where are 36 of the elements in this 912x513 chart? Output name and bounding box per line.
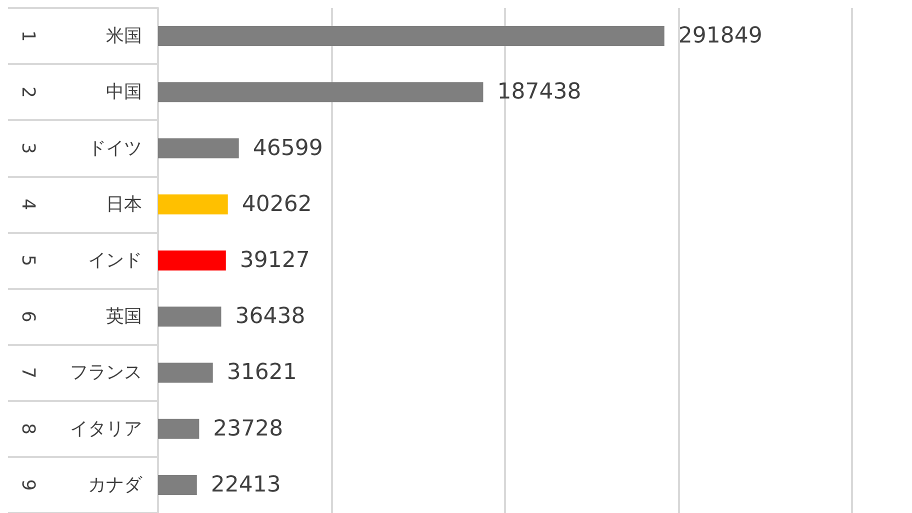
y-tick-label: フランス [70, 362, 142, 384]
bar [158, 474, 197, 495]
data-label: 39127 [240, 248, 310, 273]
y-tick-label: イタリア [70, 418, 142, 440]
text: 1 [18, 30, 38, 42]
bar [158, 194, 228, 214]
data-label: 23728 [213, 416, 284, 442]
bar [158, 82, 484, 102]
y-tick-label: 英国 [106, 306, 142, 328]
y-tick-label: 米国 [106, 26, 142, 47]
bar [158, 306, 222, 327]
bar [158, 362, 213, 383]
bar [158, 26, 664, 46]
bar [158, 138, 239, 158]
y-tick-label: カナダ [88, 474, 143, 496]
text: 3 [18, 142, 38, 154]
text: 9 [18, 479, 38, 491]
text: 5 [18, 254, 38, 266]
data-label: 291849 [678, 24, 762, 49]
y-tick-label: 日本 [106, 194, 142, 215]
text: 8 [18, 423, 38, 435]
data-label: 187438 [497, 80, 582, 105]
y-tick-label: インド [88, 250, 142, 271]
bar [158, 250, 226, 270]
data-label: 40262 [242, 192, 312, 217]
data-label: 36438 [235, 304, 306, 330]
data-label: 31621 [226, 360, 297, 386]
data-label: 46599 [252, 136, 323, 161]
y-tick-label: 中国 [106, 82, 142, 103]
bar [158, 418, 200, 439]
text: 7 [18, 366, 38, 378]
data-label: 22413 [210, 472, 281, 498]
y-tick-label: ドイツ [88, 138, 142, 159]
text: 6 [18, 310, 38, 322]
text: 2 [18, 86, 38, 98]
text: 4 [18, 198, 38, 210]
